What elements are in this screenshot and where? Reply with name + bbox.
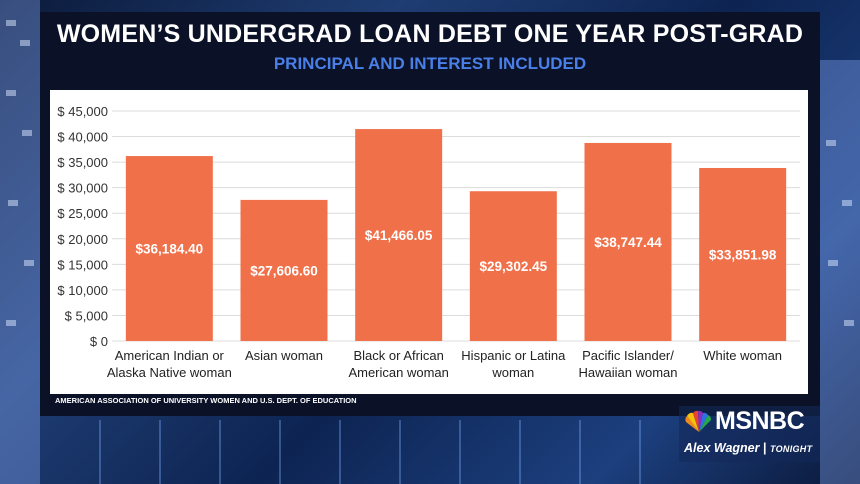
data-label: $38,747.44 (594, 235, 662, 250)
x-category-label: Hispanic or Latina (461, 348, 566, 363)
x-category-label: Pacific Islander/ (582, 348, 674, 363)
bar (584, 142, 672, 341)
data-label: $29,302.45 (480, 259, 548, 274)
y-tick-label: $ 0 (90, 334, 108, 349)
x-category-label: American Indian or (115, 348, 225, 363)
peacock-icon (685, 410, 712, 432)
x-category-label: Black or African (354, 348, 444, 363)
data-label: $27,606.60 (250, 263, 318, 278)
bar (469, 191, 557, 341)
page-subtitle: PRINCIPAL AND INTEREST INCLUDED (273, 54, 587, 73)
y-tick-label: $ 25,000 (57, 206, 108, 221)
bar (240, 199, 328, 341)
y-tick-label: $ 40,000 (57, 130, 108, 145)
y-tick-label: $ 20,000 (57, 232, 108, 247)
show-name: Alex Wagner (684, 441, 760, 455)
page-title: WOMEN’S UNDERGRAD LOAN DEBT ONE YEAR POS… (56, 20, 804, 48)
x-category-label: White woman (703, 348, 782, 363)
bar-chart: $ 0 $ 5,000 $ 10,000 $ 15,000 $ 20,000 $ 25,0… (57, 104, 800, 380)
y-tick-label: $ 35,000 (57, 155, 108, 170)
data-label: $33,851.98 (709, 247, 777, 262)
bar (355, 129, 443, 341)
data-label: $36,184.40 (136, 242, 204, 257)
y-tick-label: $ 5,000 (65, 308, 108, 323)
show-suffix: TONIGHT (769, 444, 813, 454)
y-tick-label: $ 30,000 (57, 181, 108, 196)
y-tick-label: $ 15,000 (57, 257, 108, 272)
data-label: $41,466.05 (365, 228, 433, 243)
chart-panel: $ 0 $ 5,000 $ 10,000 $ 15,000 $ 20,000 $ 25,0… (50, 90, 808, 394)
bar (699, 167, 787, 341)
x-category-label: Asian woman (245, 348, 323, 363)
y-tick-label: $ 45,000 (57, 104, 108, 119)
x-category-label: Hawaiian woman (579, 365, 678, 380)
show-logo: Alex Wagner | TONIGHT (684, 441, 813, 455)
x-category-label: American woman (348, 365, 448, 380)
y-tick-label: $ 10,000 (57, 283, 108, 298)
network-logo-text: MSNBC (715, 407, 805, 435)
x-category-label: woman (491, 365, 534, 380)
source-caption: AMERICAN ASSOCIATION OF UNIVERSITY WOMEN… (52, 395, 360, 406)
x-category-label: Alaska Native woman (107, 365, 232, 380)
title-band: WOMEN’S UNDERGRAD LOAN DEBT ONE YEAR POS… (40, 12, 820, 84)
bar (125, 156, 213, 341)
